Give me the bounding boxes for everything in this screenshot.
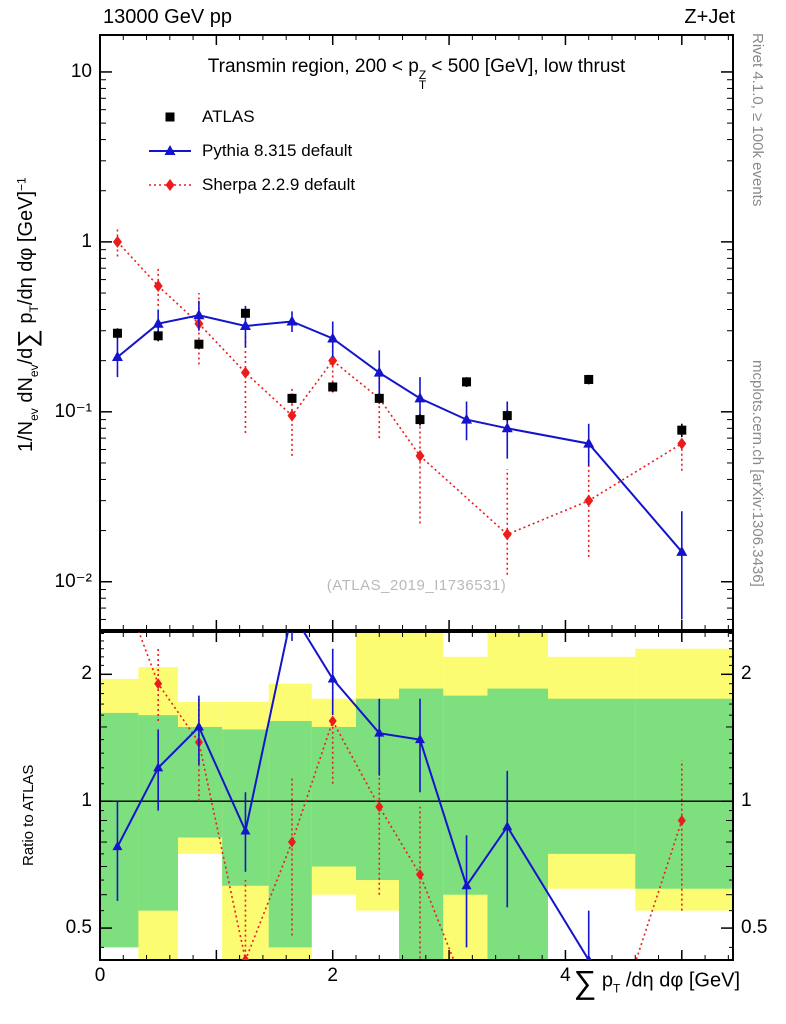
tick-label: 0.5 xyxy=(65,917,92,939)
beam-energy-label: 13000 GeV pp xyxy=(103,6,232,28)
tick-label: 0.5 xyxy=(741,917,768,939)
rivet-version-label: Rivet 4.1.0, ≥ 100k events xyxy=(749,33,766,207)
ylabel-exponent: −1 xyxy=(14,177,29,191)
xlabel-part: p xyxy=(596,969,613,992)
tick-label: 2 xyxy=(327,965,338,986)
ylabel-sub: ev xyxy=(27,364,42,378)
legend-label-atlas: ATLAS xyxy=(202,107,255,126)
ratio-panel-frame xyxy=(99,631,734,961)
series-atlas xyxy=(112,308,687,438)
tick-label: 10 xyxy=(70,60,92,82)
sum-symbol: ∑ xyxy=(12,329,42,348)
xlabel-sub: T xyxy=(612,981,621,996)
tick-label: 10⁻¹ xyxy=(54,400,93,422)
legend-item-sherpa: Sherpa 2.2.9 default xyxy=(148,168,355,202)
title-subscript: T xyxy=(418,78,427,92)
ylabel-part: /d xyxy=(15,347,38,365)
legend-label-pythia: Pythia 8.315 default xyxy=(202,141,353,160)
legend-item-pythia: Pythia 8.315 default xyxy=(148,134,355,168)
series-pythia xyxy=(111,300,688,620)
ylabel-part: 1/N xyxy=(15,420,38,452)
legend-item-atlas: ATLAS xyxy=(148,100,355,134)
ylabel-part: p xyxy=(15,312,38,330)
x-axis-label: ∑ pT /dη dφ [GeV] xyxy=(573,964,740,1001)
main-panel-frame xyxy=(99,34,734,631)
process-label: Z+Jet xyxy=(684,6,735,28)
sherpa-diamond-marker-icon xyxy=(149,179,191,191)
tick-label: 0 xyxy=(94,965,106,986)
tick-label: 1 xyxy=(81,230,92,252)
series-pythia xyxy=(112,632,592,960)
title-text-1: Transmin region, 200 < p xyxy=(207,56,419,77)
tick-label: 2 xyxy=(741,663,752,685)
tick-label: 1 xyxy=(81,790,92,812)
atlas-square-marker-icon xyxy=(165,112,175,122)
ratio-uncertainty-bands xyxy=(100,632,733,960)
title-text-2: < 500 [GeV], low thrust xyxy=(426,56,626,77)
sum-symbol: ∑ xyxy=(573,964,597,1000)
legend-label-sherpa: Sherpa 2.2.9 default xyxy=(202,175,356,194)
series-sherpa xyxy=(112,228,687,575)
pythia-triangle-marker-icon xyxy=(149,145,191,155)
mcplots-credit-label: mcplots.cern.ch [arXiv:1306.3436] xyxy=(749,360,766,587)
tick-label: 1 xyxy=(741,790,752,812)
analysis-id-watermark: (ATLAS_2019_I1736531) xyxy=(326,577,507,594)
legend: ATLAS Pythia 8.315 default Sherpa 2.2.9 … xyxy=(148,100,355,202)
title-superscript: Z xyxy=(418,68,427,82)
tick-label: 4 xyxy=(560,965,571,986)
tick-label: 10⁻² xyxy=(54,570,93,592)
tick-label: 2 xyxy=(81,663,92,685)
ratio-y-axis-label: Ratio to ATLAS xyxy=(20,764,37,866)
ylabel-sub: T xyxy=(27,305,42,313)
xlabel-part: /dη dφ [GeV] xyxy=(620,969,740,992)
